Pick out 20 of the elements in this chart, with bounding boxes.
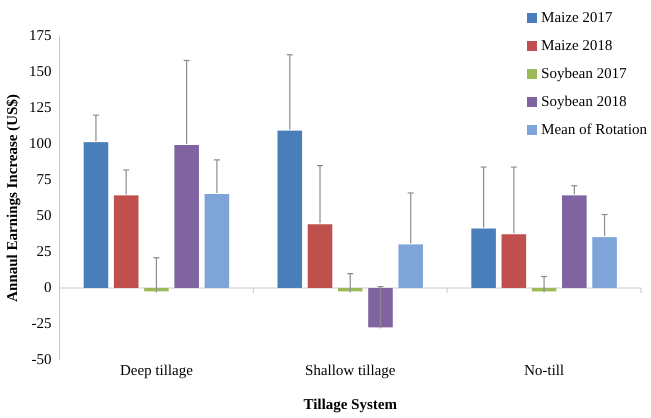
legend-label: Maize 2017: [541, 10, 612, 26]
y-tick-label: 75: [36, 172, 52, 188]
y-tick-label: 0: [44, 280, 52, 296]
x-axis-title: Tillage System: [304, 396, 398, 413]
x-tick-label: Deep tillage: [120, 362, 194, 379]
x-tick-label: No-till: [524, 362, 564, 379]
y-tick-label: 100: [29, 136, 52, 152]
y-tick-label: 50: [36, 208, 52, 224]
y-tick-label: -25: [32, 316, 52, 332]
y-tick-label: 150: [29, 64, 52, 80]
legend-label: Soybean 2018: [541, 94, 627, 110]
legend-label: Soybean 2017: [541, 66, 627, 82]
legend-label: Mean of Rotation: [541, 122, 647, 138]
y-axis-title: Annaul Earnings Increase (US$): [4, 94, 21, 302]
legend-label: Maize 2018: [541, 38, 612, 54]
y-tick-label: 125: [29, 100, 52, 116]
y-tick-label: -50: [32, 352, 52, 368]
x-tick-label: Shallow tillage: [305, 362, 396, 379]
y-tick-label: 25: [36, 244, 52, 260]
y-tick-label: 175: [29, 28, 52, 44]
